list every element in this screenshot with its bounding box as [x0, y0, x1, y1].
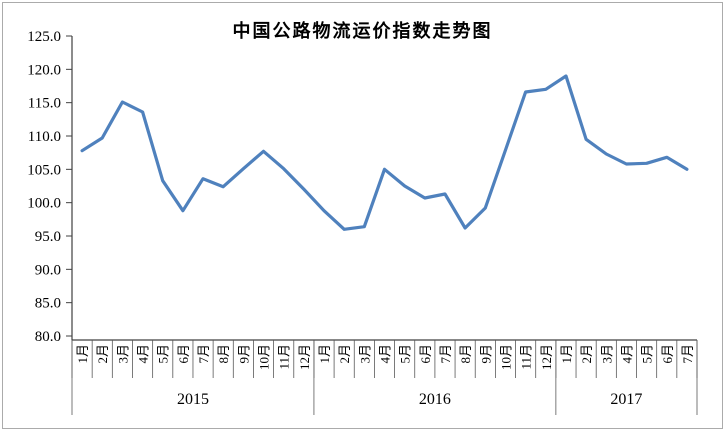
x-month-label: 11月	[519, 344, 534, 370]
y-axis-tick-label: 120.0	[27, 62, 61, 78]
x-year-label: 2017	[610, 391, 642, 408]
x-month-label: 2月	[337, 344, 352, 364]
y-axis-tick-label: 100.0	[27, 196, 61, 212]
x-month-label: 7月	[196, 344, 211, 364]
x-month-label: 4月	[619, 344, 634, 364]
x-month-label: 9月	[236, 344, 251, 364]
x-month-label: 6月	[418, 344, 433, 364]
x-month-label: 9月	[478, 344, 493, 364]
x-month-label: 12月	[297, 344, 312, 370]
x-month-label: 8月	[216, 344, 231, 364]
index-data-line	[80, 74, 689, 231]
y-axis-tick-label: 115.0	[28, 96, 61, 112]
y-axis-tick-label: 90.0	[35, 262, 61, 278]
x-month-label: 3月	[357, 344, 372, 364]
x-month-label: 5月	[640, 344, 655, 364]
x-month-label: 7月	[680, 344, 695, 364]
x-month-label: 4月	[378, 344, 393, 364]
x-month-label: 1月	[75, 344, 90, 364]
x-month-label: 12月	[539, 344, 554, 370]
x-month-label: 8月	[458, 344, 473, 364]
x-month-label: 11月	[277, 344, 292, 370]
x-month-label: 6月	[176, 344, 191, 364]
x-month-label: 1月	[559, 344, 574, 364]
x-month-label: 5月	[156, 344, 171, 364]
x-month-label: 5月	[398, 344, 413, 364]
x-month-label: 2月	[579, 344, 594, 364]
y-axis-tick-label: 85.0	[35, 296, 61, 312]
y-axis-tick-label: 95.0	[35, 229, 61, 245]
x-month-label: 4月	[136, 344, 151, 364]
y-axis-tick-label: 110.0	[28, 129, 61, 145]
y-axis-tick-label: 80.0	[35, 329, 61, 345]
x-month-label: 3月	[599, 344, 614, 364]
x-month-label: 10月	[257, 344, 272, 370]
x-month-label: 6月	[660, 344, 675, 364]
x-month-label: 3月	[115, 344, 130, 364]
x-month-label: 2月	[95, 344, 110, 364]
x-year-label: 2016	[419, 391, 451, 408]
y-axis-tick-label: 105.0	[27, 162, 61, 178]
y-axis-tick-label: 125.0	[27, 29, 61, 45]
x-month-label: 7月	[438, 344, 453, 364]
x-year-label: 2015	[177, 391, 209, 408]
x-month-label: 1月	[317, 344, 332, 364]
x-month-label: 10月	[498, 344, 513, 370]
chart-title: 中国公路物流运价指数走势图	[232, 21, 493, 41]
